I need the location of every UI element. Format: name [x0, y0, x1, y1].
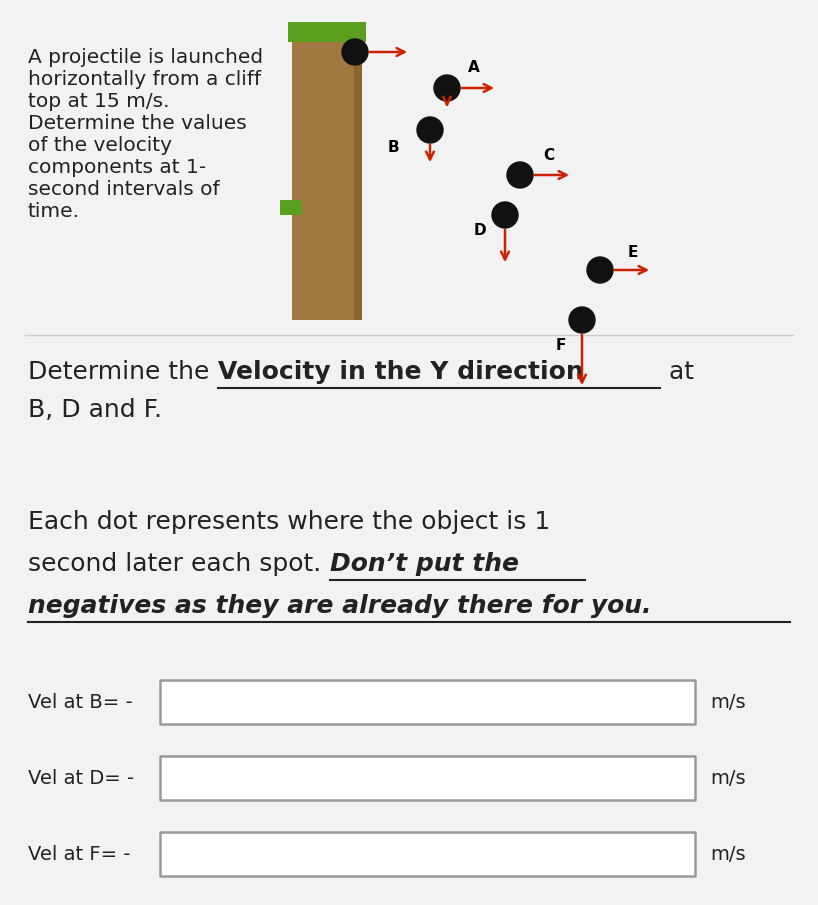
Circle shape: [587, 257, 613, 283]
Text: Determine the values: Determine the values: [28, 114, 247, 133]
Text: horizontally from a cliff: horizontally from a cliff: [28, 70, 261, 89]
Text: time.: time.: [28, 202, 80, 221]
Text: Vel at B= -: Vel at B= -: [28, 692, 133, 711]
Text: Velocity in the Y direction: Velocity in the Y direction: [218, 360, 584, 384]
Circle shape: [569, 307, 595, 333]
Circle shape: [434, 75, 460, 101]
Text: at: at: [661, 360, 694, 384]
Text: B, D and F.: B, D and F.: [28, 398, 162, 422]
Text: Vel at F= -: Vel at F= -: [28, 844, 131, 863]
Text: E: E: [628, 244, 638, 260]
Text: components at 1-: components at 1-: [28, 158, 206, 177]
Bar: [280, 200, 302, 215]
Text: top at 15 m/s.: top at 15 m/s.: [28, 92, 169, 111]
Bar: [288, 22, 366, 42]
Text: A projectile is launched: A projectile is launched: [28, 48, 263, 67]
Text: of the velocity: of the velocity: [28, 136, 172, 155]
Text: A: A: [468, 61, 479, 75]
Bar: [292, 40, 362, 320]
Text: C: C: [543, 148, 554, 163]
Text: m/s: m/s: [710, 692, 746, 711]
Text: Don’t put the: Don’t put the: [330, 552, 519, 576]
Circle shape: [492, 202, 518, 228]
Text: Determine the: Determine the: [28, 360, 218, 384]
Bar: [354, 40, 362, 320]
Text: Each dot represents where the object is 1: Each dot represents where the object is …: [28, 510, 551, 534]
Circle shape: [417, 117, 443, 143]
Text: second later each spot.: second later each spot.: [28, 552, 330, 576]
Text: second intervals of: second intervals of: [28, 180, 219, 199]
Text: F: F: [556, 338, 566, 353]
Text: B: B: [388, 140, 400, 156]
Text: negatives as they are already there for you.: negatives as they are already there for …: [28, 594, 651, 618]
Circle shape: [342, 39, 368, 65]
Bar: [160, 832, 695, 876]
Circle shape: [507, 162, 533, 188]
Text: Vel at D= -: Vel at D= -: [28, 768, 134, 787]
Text: D: D: [474, 223, 487, 237]
Bar: [160, 680, 695, 724]
Bar: [160, 756, 695, 800]
Text: m/s: m/s: [710, 844, 746, 863]
Text: m/s: m/s: [710, 768, 746, 787]
